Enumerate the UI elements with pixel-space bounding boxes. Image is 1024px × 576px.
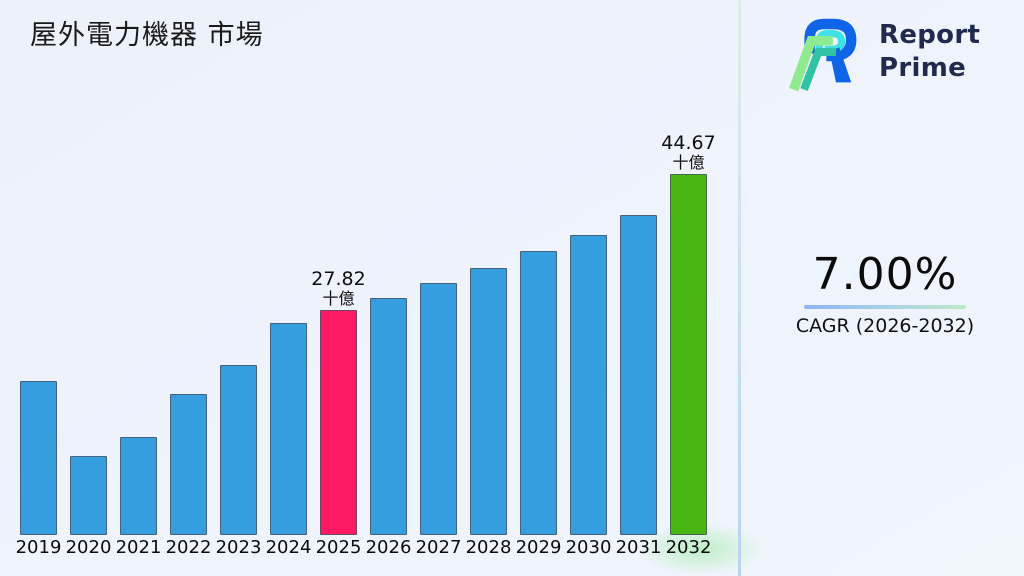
bar-2020 <box>70 456 107 535</box>
data-label-2025: 27.82 十億 <box>311 269 365 307</box>
bar-2027 <box>420 283 457 535</box>
x-tick-label-2028: 2028 <box>465 537 512 558</box>
data-label-value: 44.67 <box>661 132 716 155</box>
x-tick-label-2020: 2020 <box>65 537 112 558</box>
x-tick-label-2026: 2026 <box>365 537 412 558</box>
x-tick-label-2030: 2030 <box>565 537 612 558</box>
x-tick-label-2032: 2032 <box>665 537 712 558</box>
logo-word-prime: Prime <box>879 53 967 83</box>
cagr-caption: CAGR (2026-2032) <box>795 315 975 337</box>
x-tick-label-2031: 2031 <box>615 537 662 558</box>
bar-2025 <box>320 310 357 535</box>
data-label-unit: 十億 <box>672 152 705 172</box>
bar-2019 <box>20 381 57 535</box>
data-label-2032: 44.67 十億 <box>661 133 715 171</box>
cagr-underline <box>804 305 966 309</box>
bar-2026 <box>370 298 407 535</box>
bar-2021 <box>120 437 157 535</box>
bar-2032 <box>670 174 707 535</box>
x-tick-label-2019: 2019 <box>15 537 62 558</box>
report-prime-logo-icon <box>789 18 857 92</box>
bar-2030 <box>570 235 607 535</box>
data-label-value: 27.82 <box>311 268 366 291</box>
bar-2029 <box>520 251 557 535</box>
cagr-value: 7.00% <box>812 249 958 300</box>
bar-2028 <box>470 268 507 535</box>
cagr-stat-panel: 7.00% CAGR (2026-2032) <box>758 249 1012 337</box>
bar-2031 <box>620 215 657 535</box>
x-tick-label-2029: 2029 <box>515 537 562 558</box>
logo-word-report: Report <box>879 19 981 50</box>
x-tick-label-2025: 2025 <box>315 537 362 558</box>
x-tick-label-2021: 2021 <box>115 537 162 558</box>
x-tick-label-2022: 2022 <box>165 537 212 558</box>
x-tick-label-2024: 2024 <box>265 537 312 558</box>
bar-chart: 2019 2020 2021 2022 2023 2024 2025 27.82 十億 2026 2… <box>15 133 716 558</box>
bar-2024 <box>270 323 307 535</box>
bar-2022 <box>170 394 207 535</box>
x-tick-label-2023: 2023 <box>215 537 262 558</box>
chart-title: 屋外電力機器 市場 <box>30 20 264 51</box>
vertical-divider <box>738 0 741 576</box>
data-label-unit: 十億 <box>322 288 355 308</box>
x-tick-label-2027: 2027 <box>415 537 462 558</box>
report-prime-logo: Report Prime <box>786 12 980 92</box>
report-prime-logo-text: Report Prime <box>879 19 980 86</box>
bar-2023 <box>220 365 257 535</box>
